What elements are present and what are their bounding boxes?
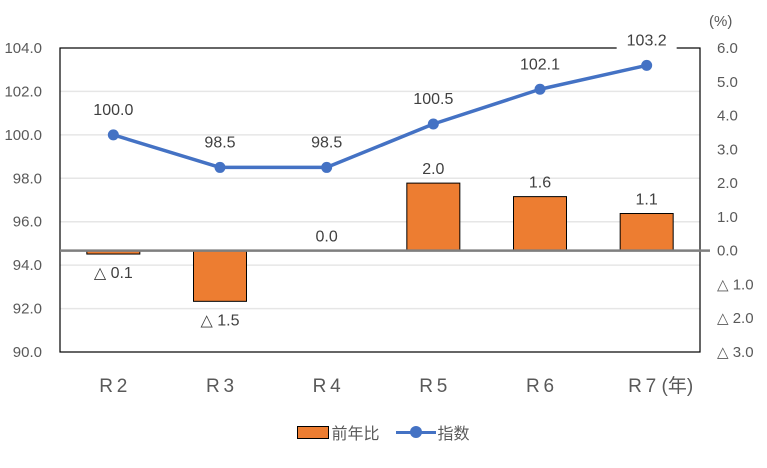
index-line	[112, 63, 648, 170]
left-axis-tick: 92.0	[13, 301, 42, 318]
line-data-label: 98.5	[204, 134, 235, 151]
legend-item-yoy: 前年比	[297, 420, 380, 444]
right-axis-tick: 5.0	[717, 74, 738, 91]
line-data-label: 103.2	[627, 32, 667, 49]
bar	[513, 196, 567, 252]
category-label: R 6	[526, 376, 554, 397]
right-axis-tick: △ 3.0	[717, 344, 754, 361]
combo-chart: 104.0 102.0 100.0 98.0 96.0 94.0 92.0 90.0 6.0 5.…	[4, 13, 754, 397]
bar-data-label: 1.1	[636, 192, 658, 209]
legend-label-yoy: 前年比	[331, 426, 380, 443]
category-label: R 5	[419, 376, 447, 397]
right-axis-tick: 4.0	[717, 108, 738, 125]
left-axis-tick: 98.0	[13, 170, 42, 187]
right-axis-unit: (%)	[709, 13, 732, 30]
line-marker-icon	[395, 426, 436, 438]
line-marker	[214, 161, 226, 173]
line-data-label: 100.5	[413, 91, 453, 108]
right-axis-tick: 2.0	[717, 175, 738, 192]
category-label: R 2	[99, 376, 127, 397]
label-bg	[616, 30, 677, 51]
line-data-label: 100.0	[93, 102, 133, 119]
right-axis-tick: 1.0	[717, 209, 738, 226]
chart-legend: 前年比 指数	[0, 420, 767, 444]
category-label: R 7 (年)	[628, 375, 693, 397]
bar-data-label: 2.0	[422, 161, 444, 178]
right-axis-tick: △ 1.0	[717, 276, 754, 293]
category-label: R 4	[313, 376, 342, 397]
bar-swatch-icon	[297, 425, 330, 439]
line-marker	[641, 59, 653, 71]
left-axis-tick: 96.0	[13, 214, 42, 231]
right-axis-tick: 3.0	[717, 141, 738, 158]
right-axis-tick: 6.0	[717, 40, 738, 57]
right-axis-tick: △ 2.0	[717, 310, 754, 327]
bar-data-label: △ 0.1	[94, 265, 133, 282]
right-axis-tick: 0.0	[717, 243, 738, 260]
line-data-label: 98.5	[311, 134, 342, 151]
line-marker	[107, 129, 119, 141]
left-axis-tick: 104.0	[4, 40, 42, 57]
plot-area-border	[59, 47, 701, 353]
left-axis-tick: 90.0	[13, 344, 42, 361]
bar	[193, 250, 247, 302]
bar	[406, 182, 461, 252]
bar	[619, 213, 674, 252]
category-label: R 3	[206, 376, 234, 397]
legend-label-index: 指数	[437, 426, 470, 443]
left-axis-tick: 94.0	[13, 257, 42, 274]
line-marker	[534, 83, 546, 95]
left-axis-tick: 102.0	[4, 83, 42, 100]
bar-data-label: 0.0	[316, 229, 338, 246]
legend-item-index: 指数	[395, 420, 470, 444]
line-marker	[321, 161, 333, 173]
bar-data-label: 1.6	[529, 175, 551, 192]
line-data-label: 102.1	[520, 56, 560, 73]
line-marker	[427, 118, 439, 130]
bar-data-label: △ 1.5	[201, 312, 240, 329]
left-axis-tick: 100.0	[4, 127, 42, 144]
